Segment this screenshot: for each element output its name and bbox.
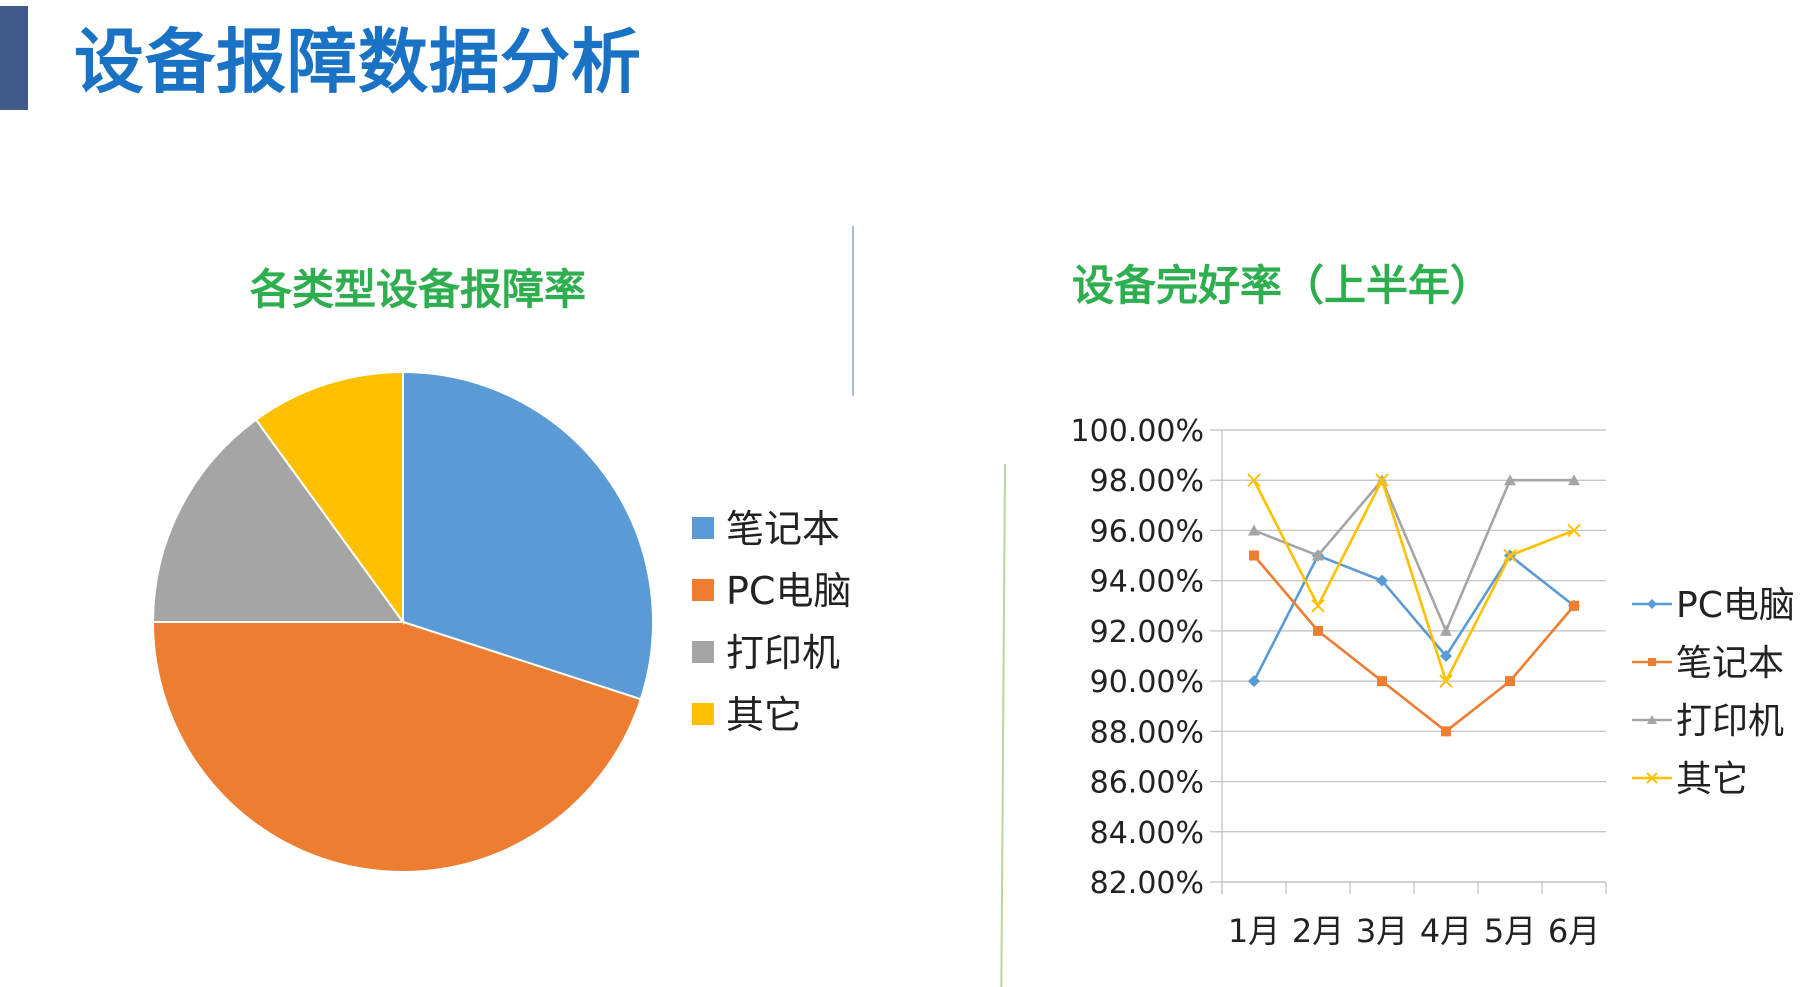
title-accent-bar: [0, 6, 28, 110]
y-tick-label: 82.00%: [1090, 866, 1204, 901]
pie-legend-label-1: PC电脑: [726, 569, 851, 613]
y-tick-label: 92.00%: [1090, 615, 1204, 650]
x-tick-label-5: 6月: [1548, 912, 1600, 950]
data-point-1-2: [1377, 676, 1387, 687]
line-legend-marker-0: [1647, 599, 1657, 609]
x-tick-label-3: 4月: [1420, 912, 1472, 950]
data-point-1-5: [1569, 600, 1579, 611]
line-chart-title: 设备完好率（上半年）: [1072, 261, 1493, 310]
section-divider: [852, 226, 854, 396]
data-point-3-1: [1311, 599, 1325, 613]
pie-slice-2: [151, 418, 405, 623]
pie-legend-label-0: 笔记本: [726, 507, 840, 551]
data-point-2-4: [1504, 474, 1516, 486]
x-tick-label-4: 5月: [1484, 912, 1536, 950]
pie-slice-1: [151, 621, 643, 873]
x-tick-label-2: 3月: [1356, 912, 1408, 950]
y-tick-label: 86.00%: [1090, 766, 1204, 801]
line-legend-label-3: 其它: [1676, 759, 1748, 800]
line-legend-label-0: PC电脑: [1676, 585, 1795, 626]
line-legend-marker-2: [1647, 715, 1657, 724]
pie-legend-swatch-1: [692, 579, 714, 601]
line-legend-marker-1: [1648, 658, 1656, 666]
data-point-1-4: [1505, 676, 1515, 687]
series-line-3: [1252, 478, 1575, 683]
data-point-2-0: [1248, 524, 1260, 536]
y-tick-label: 88.00%: [1090, 715, 1204, 750]
page-title: 设备报障数据分析: [74, 21, 642, 103]
data-point-2-3: [1440, 624, 1452, 636]
y-tick-label: 90.00%: [1090, 665, 1204, 700]
y-tick-label: 96.00%: [1090, 514, 1204, 549]
pie-chart: [151, 370, 654, 873]
data-point-1-1: [1313, 625, 1323, 636]
series-line-2: [1253, 478, 1574, 633]
line-legend-marker-3: [1646, 772, 1658, 784]
pie-legend-swatch-2: [692, 641, 714, 663]
x-tick-label-1: 2月: [1292, 912, 1344, 950]
line-legend-label-1: 笔记本: [1676, 643, 1784, 684]
data-point-0-2: [1376, 574, 1388, 587]
y-tick-label: 100.00%: [1071, 414, 1204, 449]
x-tick-label-0: 1月: [1228, 912, 1280, 950]
pie-legend-label-3: 其它: [726, 693, 802, 737]
pie-slice-0: [402, 370, 654, 701]
y-tick-label: 94.00%: [1090, 565, 1204, 600]
data-point-3-5: [1567, 523, 1581, 538]
pie-slice-3: [254, 370, 404, 626]
series-line-0: [1252, 554, 1575, 682]
data-point-3-2: [1375, 473, 1389, 487]
data-point-2-5: [1568, 474, 1580, 486]
data-point-1-3: [1441, 726, 1451, 737]
pie-legend-swatch-0: [692, 517, 714, 539]
line-chart: 82.00% 84.00% 86.00% 88.00% 90.00% 92.00% 94.0…: [1071, 414, 1607, 950]
pie-chart-title: 各类型设备报障率: [250, 265, 587, 314]
data-point-0-3: [1440, 650, 1452, 662]
data-point-3-3: [1439, 674, 1453, 688]
pie-legend-swatch-3: [692, 703, 714, 725]
y-tick-label: 98.00%: [1090, 464, 1204, 499]
data-point-3-0: [1247, 473, 1261, 487]
data-point-2-1: [1312, 549, 1324, 561]
pie-legend-label-2: 打印机: [726, 631, 840, 675]
data-point-0-0: [1248, 675, 1260, 688]
y-tick-label: 84.00%: [1090, 816, 1204, 851]
series-line-1: [1253, 554, 1575, 733]
data-point-3-4: [1503, 548, 1517, 563]
line-legend-label-2: 打印机: [1676, 701, 1784, 742]
data-point-1-0: [1249, 550, 1259, 561]
